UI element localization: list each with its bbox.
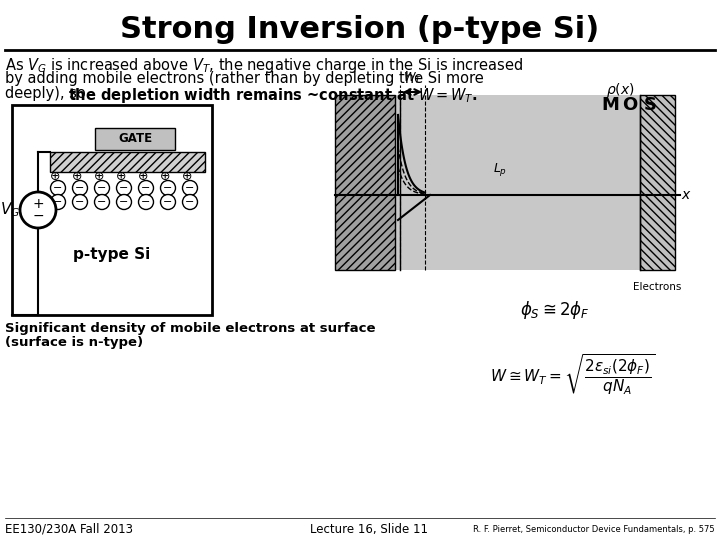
Text: $\phi_S \cong 2\phi_F$: $\phi_S \cong 2\phi_F$ xyxy=(520,299,590,321)
Text: ⊕: ⊕ xyxy=(72,171,82,184)
Circle shape xyxy=(182,180,197,195)
Text: R. F. Pierret, Semiconductor Device Fundamentals, p. 575: R. F. Pierret, Semiconductor Device Fund… xyxy=(473,524,715,534)
Text: Lecture 16, Slide 11: Lecture 16, Slide 11 xyxy=(310,523,428,536)
Text: Strong Inversion (p-type Si): Strong Inversion (p-type Si) xyxy=(120,16,600,44)
Text: ⊕: ⊕ xyxy=(50,171,60,184)
Text: ⊕: ⊕ xyxy=(181,171,192,184)
Text: −: − xyxy=(141,184,150,193)
Text: −: − xyxy=(76,198,85,207)
Circle shape xyxy=(138,194,153,210)
Text: $V_G$: $V_G$ xyxy=(0,201,20,219)
Text: −: − xyxy=(97,184,107,193)
Circle shape xyxy=(20,192,56,228)
Text: −: − xyxy=(32,209,44,223)
Bar xyxy=(335,95,675,270)
Circle shape xyxy=(94,180,109,195)
Text: S: S xyxy=(644,96,657,114)
Circle shape xyxy=(73,180,88,195)
Circle shape xyxy=(161,194,176,210)
Bar xyxy=(12,105,212,315)
Circle shape xyxy=(161,180,176,195)
Text: O: O xyxy=(622,96,638,114)
Text: −: − xyxy=(120,198,129,207)
Circle shape xyxy=(182,194,197,210)
Circle shape xyxy=(50,194,66,210)
Text: M: M xyxy=(601,96,619,114)
Text: GATE: GATE xyxy=(118,132,152,145)
Text: ⊕: ⊕ xyxy=(116,171,126,184)
Text: Electrons: Electrons xyxy=(633,282,681,292)
Text: Significant density of mobile electrons at surface: Significant density of mobile electrons … xyxy=(5,322,376,335)
Text: −: − xyxy=(185,198,194,207)
Text: −: − xyxy=(163,198,173,207)
Text: −: − xyxy=(163,184,173,193)
Bar xyxy=(95,128,175,150)
Circle shape xyxy=(73,194,88,210)
Text: $W \cong W_T = \sqrt{\dfrac{2\varepsilon_{si}(2\phi_F)}{qN_A}}$: $W \cong W_T = \sqrt{\dfrac{2\varepsilon… xyxy=(490,353,655,397)
Text: EE130/230A Fall 2013: EE130/230A Fall 2013 xyxy=(5,523,133,536)
Text: p-type Si: p-type Si xyxy=(73,247,150,262)
Circle shape xyxy=(138,180,153,195)
Text: −: − xyxy=(76,184,85,193)
Circle shape xyxy=(117,180,132,195)
Text: −: − xyxy=(185,184,194,193)
Text: −: − xyxy=(120,184,129,193)
Text: +: + xyxy=(32,197,44,211)
Circle shape xyxy=(117,194,132,210)
Text: $W_T$: $W_T$ xyxy=(403,71,422,86)
Bar xyxy=(640,95,675,270)
Bar xyxy=(50,152,205,172)
Bar xyxy=(335,95,395,270)
Text: As $V_G$ is increased above $V_T$, the negative charge in the Si is increased: As $V_G$ is increased above $V_T$, the n… xyxy=(5,56,523,75)
Text: $L_p$: $L_p$ xyxy=(493,161,507,179)
Text: −: − xyxy=(53,198,63,207)
Text: (surface is n-type): (surface is n-type) xyxy=(5,336,143,349)
Circle shape xyxy=(50,180,66,195)
Text: ⊕: ⊕ xyxy=(160,171,170,184)
Text: −: − xyxy=(53,184,63,193)
Circle shape xyxy=(94,194,109,210)
Text: x: x xyxy=(681,188,689,202)
Text: the depletion width remains ~constant at $W = W_T$.: the depletion width remains ~constant at… xyxy=(68,86,478,105)
Text: ⊕: ⊕ xyxy=(138,171,148,184)
Text: by adding mobile electrons (rather than by depleting the Si more: by adding mobile electrons (rather than … xyxy=(5,71,484,86)
Text: −: − xyxy=(141,198,150,207)
Text: ⊕: ⊕ xyxy=(94,171,104,184)
Text: deeply), so: deeply), so xyxy=(5,86,91,101)
Text: $\rho(x)$: $\rho(x)$ xyxy=(606,81,634,99)
Text: −: − xyxy=(97,198,107,207)
